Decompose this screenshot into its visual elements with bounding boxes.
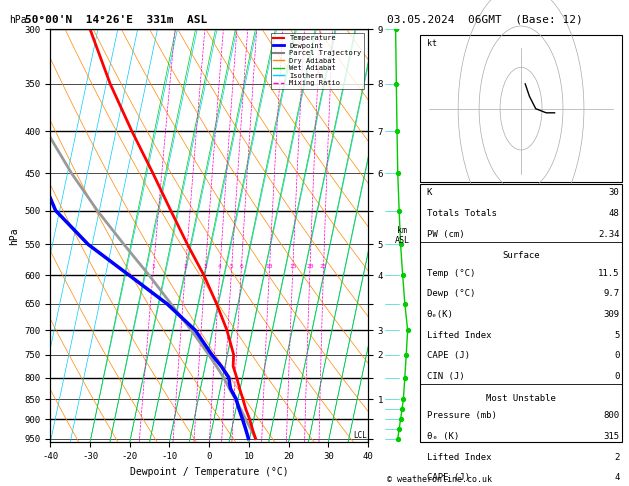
Text: Totals Totals: Totals Totals	[426, 209, 496, 218]
Point	[400, 300, 410, 308]
Text: 2: 2	[184, 264, 187, 269]
Text: 5: 5	[614, 331, 620, 340]
Point	[398, 395, 408, 403]
Point	[394, 207, 404, 214]
Text: Pressure (mb): Pressure (mb)	[426, 411, 496, 420]
Text: 30: 30	[609, 188, 620, 197]
Text: Temp (°C): Temp (°C)	[426, 269, 475, 278]
Text: 48: 48	[609, 209, 620, 218]
X-axis label: Dewpoint / Temperature (°C): Dewpoint / Temperature (°C)	[130, 467, 289, 477]
Text: Lifted Index: Lifted Index	[426, 452, 491, 462]
Point	[398, 272, 408, 279]
Text: PW (cm): PW (cm)	[426, 229, 464, 239]
Text: 3: 3	[203, 264, 207, 269]
Point	[392, 434, 403, 442]
Point	[396, 241, 406, 248]
Text: 2: 2	[614, 452, 620, 462]
Point	[392, 169, 403, 177]
Text: 2.34: 2.34	[598, 229, 620, 239]
Text: 309: 309	[603, 310, 620, 319]
Text: K: K	[426, 188, 432, 197]
Text: 4: 4	[614, 473, 620, 482]
Point	[403, 326, 413, 334]
Bar	[420, 184, 621, 442]
Point	[400, 374, 410, 382]
Text: 11.5: 11.5	[598, 269, 620, 278]
Point	[397, 405, 407, 413]
Point	[392, 127, 402, 135]
Text: © weatheronline.co.uk: © weatheronline.co.uk	[387, 474, 492, 484]
Text: 0: 0	[614, 372, 620, 381]
Text: 315: 315	[603, 432, 620, 441]
Text: 1: 1	[152, 264, 155, 269]
Text: 9.7: 9.7	[603, 290, 620, 298]
Text: Lifted Index: Lifted Index	[426, 331, 491, 340]
Text: 5: 5	[230, 264, 233, 269]
Point	[394, 425, 404, 433]
Text: LCL: LCL	[353, 431, 367, 440]
Point	[391, 25, 401, 33]
Text: 0: 0	[614, 351, 620, 361]
Y-axis label: hPa: hPa	[9, 227, 19, 244]
Text: θₑ(K): θₑ(K)	[426, 310, 454, 319]
Bar	[420, 35, 621, 182]
Text: 03.05.2024  06GMT  (Base: 12): 03.05.2024 06GMT (Base: 12)	[387, 15, 582, 25]
Text: CAPE (J): CAPE (J)	[426, 351, 470, 361]
Text: Dewp (°C): Dewp (°C)	[426, 290, 475, 298]
Text: 25: 25	[320, 264, 327, 269]
Text: Surface: Surface	[502, 251, 540, 260]
Text: 20: 20	[306, 264, 314, 269]
Text: kt: kt	[426, 39, 437, 49]
Y-axis label: km
ASL: km ASL	[395, 226, 410, 245]
Text: 10: 10	[265, 264, 273, 269]
Legend: Temperature, Dewpoint, Parcel Trajectory, Dry Adiabat, Wet Adiabat, Isotherm, Mi: Temperature, Dewpoint, Parcel Trajectory…	[270, 33, 364, 89]
Text: CAPE (J): CAPE (J)	[426, 473, 470, 482]
Text: 800: 800	[603, 411, 620, 420]
Point	[396, 416, 406, 423]
Point	[391, 80, 401, 88]
Point	[401, 351, 411, 359]
Text: 6: 6	[240, 264, 243, 269]
Text: 4: 4	[218, 264, 222, 269]
Text: θₑ (K): θₑ (K)	[426, 432, 459, 441]
Text: CIN (J): CIN (J)	[426, 372, 464, 381]
Text: 50°00'N  14°26'E  331m  ASL: 50°00'N 14°26'E 331m ASL	[25, 15, 208, 25]
Text: hPa: hPa	[9, 15, 26, 25]
Text: 15: 15	[289, 264, 296, 269]
Text: Most Unstable: Most Unstable	[486, 394, 556, 403]
